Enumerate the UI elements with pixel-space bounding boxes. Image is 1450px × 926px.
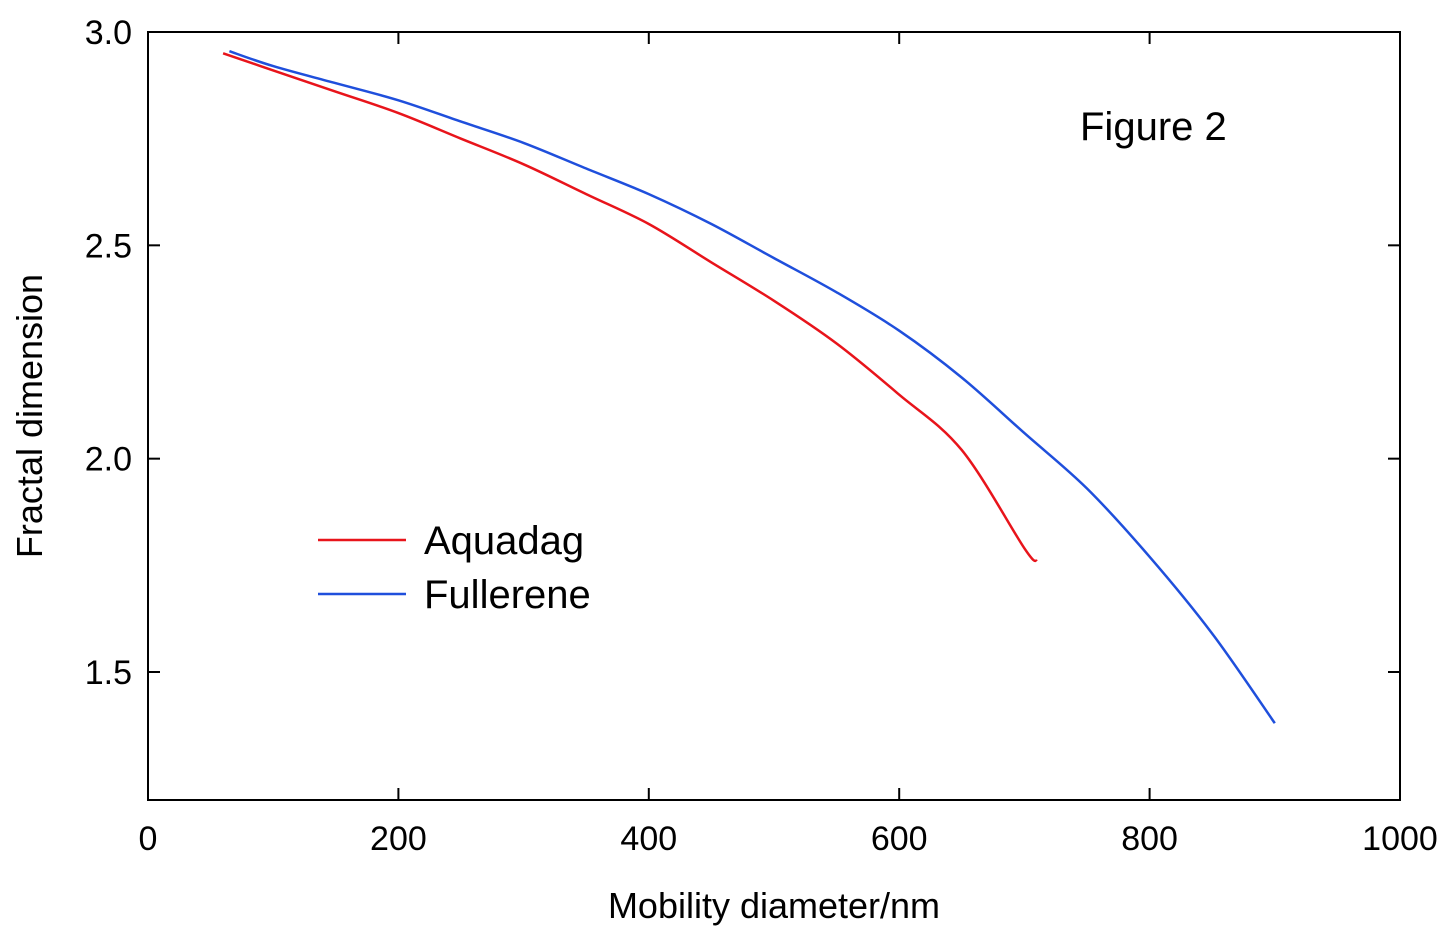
y-tick-label: 2.5	[85, 227, 132, 265]
x-tick-label: 200	[370, 820, 427, 858]
y-axis-label: Fractal dimension	[9, 274, 50, 558]
x-tick-label: 800	[1121, 820, 1178, 858]
plot-frame	[147, 31, 1401, 801]
figure-annotation: Figure 2	[1080, 105, 1227, 149]
x-tick-label: 600	[871, 820, 928, 858]
axis-tick-labels: 0 200 400 600 800 1000 1.5 2.0 2.5 3.0	[85, 14, 1438, 858]
x-tick-label: 1000	[1362, 820, 1438, 858]
x-tick-label: 0	[139, 820, 158, 858]
legend-label-aquadag: Aquadag	[424, 519, 584, 563]
y-tick-label: 3.0	[85, 14, 132, 52]
y-tick-label: 1.5	[85, 654, 132, 692]
y-tick-label: 2.0	[85, 441, 132, 479]
x-tick-label: 400	[620, 820, 677, 858]
legend-label-fullerene: Fullerene	[424, 573, 591, 617]
series-line-fullerene	[228, 50, 1276, 724]
series-line-aquadag	[222, 52, 1038, 563]
series-group	[222, 50, 1276, 724]
x-axis-label: Mobility diameter/nm	[608, 885, 940, 926]
legend: Aquadag Fullerene	[318, 519, 591, 617]
axis-ticks	[147, 31, 1401, 800]
